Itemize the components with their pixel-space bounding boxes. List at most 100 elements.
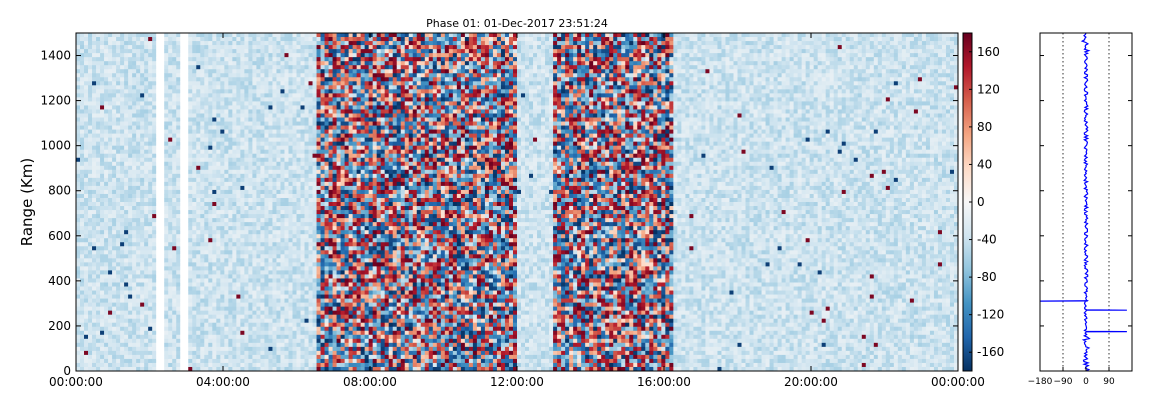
heatmap-cell [172, 358, 177, 364]
heatmap-cell [140, 354, 145, 360]
heatmap-cell [124, 133, 129, 139]
heatmap-cell [104, 109, 109, 114]
heatmap-cell [212, 222, 217, 227]
heatmap-cell [284, 101, 289, 106]
heatmap-cell [284, 93, 289, 98]
heatmap-cell [108, 302, 113, 308]
heatmap-cell [108, 193, 113, 199]
heatmap-cell [196, 45, 201, 50]
heatmap-cell [252, 234, 257, 239]
heatmap-cell [276, 246, 281, 251]
heatmap-cell [184, 121, 189, 126]
heatmap-cell [96, 181, 101, 187]
heatmap-cell [176, 286, 181, 291]
heatmap-cell [212, 149, 217, 155]
heatmap-cell [252, 350, 257, 356]
heatmap-cell [256, 137, 261, 143]
heatmap-cell [208, 161, 213, 167]
heatmap-cell [80, 286, 85, 291]
heatmap-cell [196, 141, 201, 147]
heatmap-cell [164, 346, 169, 352]
heatmap-cell [256, 350, 261, 356]
heatmap-cell [148, 246, 153, 251]
heatmap-cell [200, 242, 205, 247]
heatmap-cell [244, 330, 249, 336]
heatmap-cell [92, 226, 97, 231]
heatmap-cell [152, 133, 157, 139]
heatmap-cell [168, 141, 173, 147]
heatmap-cell [192, 169, 197, 175]
heatmap-cell [120, 274, 125, 279]
heatmap-cell [124, 254, 129, 259]
heatmap-cell [284, 45, 289, 50]
heatmap-cell [288, 33, 293, 38]
heatmap-cell [272, 49, 277, 54]
heatmap-cell [212, 41, 217, 46]
heatmap-cell [296, 45, 301, 50]
heatmap-cell [240, 81, 245, 86]
heatmap-cell [296, 234, 301, 239]
heatmap-cell [260, 294, 265, 299]
heatmap-cell [108, 342, 113, 348]
heatmap-cell [136, 290, 141, 295]
heatmap-cell [252, 193, 257, 199]
heatmap-cell [112, 234, 117, 239]
heatmap-cell [232, 290, 237, 295]
heatmap-cell [164, 334, 169, 340]
heatmap-cell [244, 302, 249, 308]
heatmap-cell [292, 234, 297, 239]
heatmap-cell [148, 121, 153, 126]
heatmap-cell [308, 129, 313, 134]
heatmap-cell [172, 214, 177, 219]
heatmap-cell [228, 366, 233, 372]
heatmap-cell [272, 202, 277, 207]
heatmap-cell [88, 85, 93, 90]
heatmap-cell [284, 270, 289, 275]
heatmap-cell [276, 338, 281, 344]
heatmap-cell [252, 189, 257, 195]
heatmap-cell [156, 117, 161, 122]
heatmap-cell [120, 181, 125, 187]
heatmap-cell [232, 206, 237, 211]
heatmap-cell [252, 65, 257, 70]
heatmap-cell [304, 53, 309, 58]
heatmap-cell [276, 258, 281, 263]
heatmap-cell [228, 226, 233, 231]
heatmap-cell [208, 93, 213, 98]
heatmap-cell [200, 141, 205, 147]
heatmap-cell [248, 113, 253, 118]
heatmap-cell [132, 73, 137, 78]
heatmap-cell [268, 334, 273, 340]
heatmap-cell [184, 246, 189, 251]
heatmap-cell [244, 338, 249, 344]
heatmap-cell [236, 362, 241, 368]
heatmap-cell [132, 173, 137, 179]
heatmap-cell [208, 101, 213, 106]
heatmap-cell [208, 202, 213, 207]
heatmap-cell [232, 282, 237, 287]
heatmap-cell [116, 61, 121, 66]
heatmap-cell [128, 302, 133, 308]
heatmap-cell [224, 222, 229, 227]
heatmap-cell [176, 141, 181, 147]
heatmap-cell [104, 218, 109, 223]
heatmap-cell [96, 129, 101, 134]
heatmap-cell [144, 81, 149, 86]
heatmap-cell [220, 69, 225, 74]
heatmap-cell [140, 185, 145, 191]
heatmap-cell [192, 101, 197, 106]
heatmap-cell [216, 165, 221, 171]
heatmap-cell [284, 306, 289, 312]
heatmap-cell [192, 145, 197, 151]
heatmap-cell [112, 254, 117, 259]
heatmap-cell [76, 33, 81, 38]
heatmap-cell [184, 69, 189, 74]
heatmap-cell [228, 310, 233, 316]
heatmap-cell [128, 73, 133, 78]
heatmap-cell [120, 97, 125, 102]
heatmap-cell [276, 177, 281, 183]
heatmap-cell [96, 37, 101, 42]
heatmap-cell [260, 246, 265, 251]
heatmap-cell [136, 185, 141, 191]
heatmap-cell [240, 153, 245, 159]
